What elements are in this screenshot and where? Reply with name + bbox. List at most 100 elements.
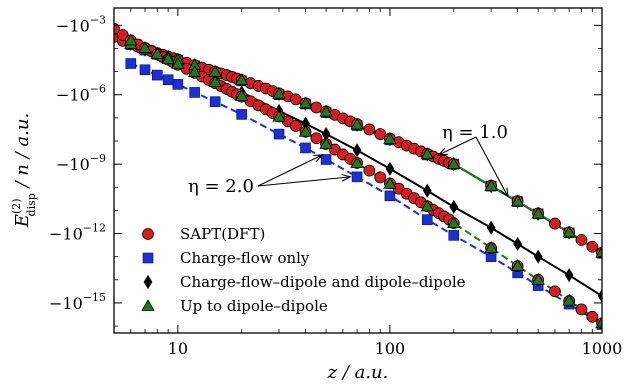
data-point-eta_2.0-square bbox=[209, 96, 221, 107]
data-point-eta_2.0-triangle bbox=[531, 272, 545, 285]
data-point-eta_2.0-triangle bbox=[383, 176, 397, 189]
data-point-eta_2.0-square bbox=[300, 142, 311, 154]
y-tick-label: −10−9 bbox=[56, 152, 106, 174]
data-point-eta_1.0-circle bbox=[575, 234, 588, 246]
data-point-eta_2.0-square bbox=[320, 154, 332, 165]
data-point-eta_2.0-triangle bbox=[234, 89, 249, 101]
data-point-eta_1.0-triangle bbox=[595, 245, 602, 258]
data-point-eta_2.0-square bbox=[172, 79, 184, 90]
legend-label: Charge-flow–dipole and dipole–dipole bbox=[180, 273, 466, 291]
legend-marker-triangle bbox=[141, 299, 155, 311]
x-axis-title: z / a.u. bbox=[327, 362, 389, 383]
data-point-eta_2.0-triangle bbox=[350, 156, 364, 168]
data-point-eta_1.0-circle bbox=[363, 123, 376, 136]
data-point-eta_1.0-triangle bbox=[510, 194, 525, 207]
annotation-arrowhead bbox=[313, 154, 324, 162]
y-tick-label: −10−6 bbox=[56, 83, 106, 105]
data-point-eta_1.0-triangle bbox=[319, 104, 333, 117]
annotation-arrow bbox=[438, 136, 477, 156]
data-point-eta_2.0-circle bbox=[289, 120, 302, 132]
data-point-eta_2.0-square bbox=[189, 87, 200, 98]
data-point-eta_2.0-square bbox=[421, 214, 433, 225]
data-point-eta_1.0-triangle bbox=[562, 225, 576, 238]
data-point-eta_2.0-diamond bbox=[449, 199, 459, 215]
data-point-eta_2.0-diamond bbox=[486, 220, 496, 235]
data-point-eta_2.0-triangle bbox=[420, 199, 434, 212]
data-point-eta_2.0-triangle bbox=[208, 75, 222, 87]
x-tick-label: 10 bbox=[168, 339, 188, 358]
data-point-eta_2.0-triangle bbox=[447, 216, 461, 229]
y-tick-label: −10−15 bbox=[49, 291, 106, 313]
data-point-eta_2.0-triangle bbox=[562, 293, 576, 306]
data-point-eta_2.0-triangle bbox=[298, 124, 313, 137]
data-point-eta_2.0-square bbox=[384, 190, 396, 202]
legend-marker-circle bbox=[142, 228, 154, 240]
annotation-label: η = 2.0 bbox=[188, 176, 254, 197]
data-point-eta_2.0-diamond bbox=[597, 288, 602, 304]
data-point-eta_2.0-diamond bbox=[564, 268, 574, 283]
data-point-eta_1.0-circle bbox=[549, 217, 561, 230]
data-point-eta_2.0-square bbox=[125, 58, 137, 69]
data-point-eta_2.0-square bbox=[151, 69, 163, 81]
data-point-eta_2.0-circle bbox=[363, 164, 376, 177]
data-point-eta_1.0-triangle bbox=[531, 206, 545, 219]
data-point-eta_2.0-triangle bbox=[150, 47, 164, 59]
data-point-eta_2.0-square bbox=[139, 64, 151, 76]
data-point-eta_2.0-triangle bbox=[510, 259, 525, 271]
data-point-eta_2.0-circle bbox=[549, 285, 561, 298]
data-point-eta_1.0-circle bbox=[374, 128, 387, 140]
data-point-eta_1.0-triangle bbox=[234, 73, 249, 86]
data-point-eta_2.0-triangle bbox=[124, 33, 138, 46]
data-point-eta_2.0-diamond bbox=[422, 183, 432, 198]
data-point-eta_2.0-triangle bbox=[272, 109, 286, 122]
data-point-eta_2.0-square bbox=[351, 171, 363, 183]
data-point-eta_2.0-triangle bbox=[595, 316, 602, 329]
data-point-eta_2.0-circle bbox=[310, 132, 323, 145]
data-point-eta_1.0-circle bbox=[586, 240, 599, 253]
data-point-eta_2.0-diamond bbox=[533, 249, 543, 264]
annotation-label: η = 1.0 bbox=[442, 122, 508, 143]
data-point-eta_2.0-diamond bbox=[385, 161, 395, 176]
data-point-eta_2.0-triangle bbox=[187, 65, 202, 77]
data-point-eta_1.0-triangle bbox=[484, 179, 498, 191]
data-point-eta_2.0-circle bbox=[586, 310, 599, 323]
data-point-eta_2.0-triangle bbox=[161, 52, 175, 65]
data-point-eta_2.0-square bbox=[273, 128, 285, 140]
data-point-eta_1.0-triangle bbox=[350, 117, 364, 130]
annotation-arrow bbox=[475, 136, 509, 197]
legend-marker-diamond bbox=[143, 274, 153, 290]
data-point-eta_2.0-triangle bbox=[319, 137, 333, 149]
legend-marker-square bbox=[142, 252, 154, 264]
data-point-eta_1.0-triangle bbox=[272, 87, 286, 99]
data-point-eta_2.0-circle bbox=[575, 303, 588, 316]
legend-label: SAPT(DFT) bbox=[180, 225, 265, 243]
annotation-arrow bbox=[257, 154, 323, 187]
data-point-eta_1.0-triangle bbox=[420, 147, 434, 160]
x-axis-ticks: 10 100 1000 bbox=[130, 8, 623, 358]
legend-label: Up to dipole–dipole bbox=[180, 297, 328, 315]
annotation-arrowhead bbox=[500, 187, 509, 198]
data-point-eta_2.0-square bbox=[162, 74, 174, 86]
y-tick-label: −10−3 bbox=[56, 13, 106, 35]
data-point-eta_2.0-diamond bbox=[513, 236, 522, 252]
markers-layer bbox=[114, 22, 602, 330]
data-point-eta_2.0-square bbox=[236, 109, 247, 120]
y-axis-title: E(2) disp / n / a.u. bbox=[10, 113, 38, 228]
data-point-eta_1.0-triangle bbox=[298, 96, 313, 109]
annotation-arrowhead bbox=[437, 147, 448, 156]
annotation-arrowhead bbox=[341, 173, 352, 182]
annotation-arrow bbox=[257, 176, 351, 187]
data-point-eta_1.0-triangle bbox=[447, 157, 461, 170]
y-tick-label: −10−12 bbox=[49, 222, 106, 244]
x-tick-label: 1000 bbox=[582, 339, 623, 358]
y-axis-ticks: −10−3 −10−6 −10−9 −10−12 −10−15 bbox=[49, 13, 602, 327]
data-point-eta_2.0-circle bbox=[374, 171, 387, 184]
data-point-eta_1.0-triangle bbox=[383, 132, 397, 144]
data-point-eta_2.0-triangle bbox=[138, 41, 152, 53]
legend: SAPT(DFT) Charge-flow only Charge-flow–dip… bbox=[141, 225, 466, 315]
annotations-layer: η = 1.0 η = 2.0 bbox=[188, 122, 509, 198]
plot-frame bbox=[113, 7, 603, 334]
data-point-eta_2.0-triangle bbox=[171, 56, 185, 69]
data-point-eta_2.0-triangle bbox=[484, 241, 498, 253]
